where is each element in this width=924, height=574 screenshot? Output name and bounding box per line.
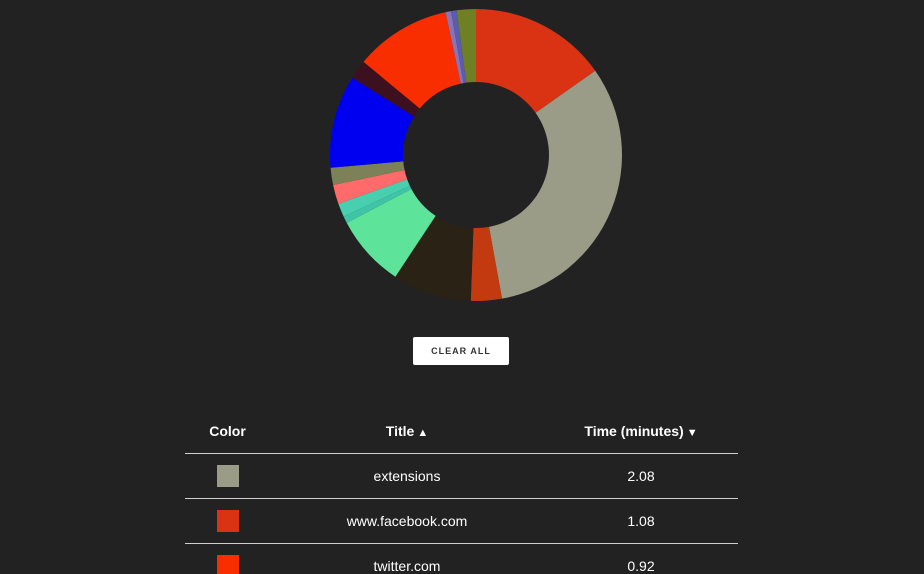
clear-all-button[interactable]: CLEAR ALL [413, 337, 509, 365]
title-cell: extensions [270, 453, 544, 499]
color-cell [185, 543, 270, 574]
time-cell: 0.92 [544, 543, 738, 574]
donut-chart [330, 9, 622, 301]
table-row: www.facebook.com 1.08 [185, 498, 738, 544]
donut-slice-12[interactable] [445, 11, 464, 84]
color-swatch [216, 465, 239, 487]
donut-slice-8[interactable] [330, 161, 405, 185]
donut-slice-2[interactable] [470, 226, 503, 301]
column-header-color-label: Color [209, 422, 246, 439]
donut-slice-9[interactable] [330, 77, 415, 168]
donut-slice-5[interactable] [343, 185, 412, 223]
column-header-title[interactable]: Title ▲ [270, 408, 544, 454]
time-cell: 1.08 [544, 498, 738, 544]
donut-slice-6[interactable] [338, 179, 410, 217]
title-cell: www.facebook.com [270, 498, 544, 544]
donut-slice-4[interactable] [346, 188, 436, 277]
donut-slice-3[interactable] [395, 215, 474, 301]
sort-ascending-icon: ▲ [417, 426, 429, 439]
donut-slice-1[interactable] [489, 70, 622, 299]
column-header-title-label: Title [385, 422, 415, 439]
time-cell: 2.08 [544, 453, 738, 499]
donut-slice-0[interactable] [476, 9, 596, 113]
color-swatch [216, 555, 239, 574]
column-header-time-label: Time (minutes) [584, 422, 684, 439]
column-header-color[interactable]: Color [185, 408, 270, 454]
donut-slice-13[interactable] [451, 10, 467, 84]
column-header-time[interactable]: Time (minutes) ▼ [544, 408, 738, 454]
color-cell [185, 453, 270, 499]
donut-slice-7[interactable] [333, 169, 408, 204]
color-cell [185, 498, 270, 544]
donut-slice-10[interactable] [352, 61, 420, 117]
table-header-row: Color Title ▲ Time (minutes) ▼ [185, 408, 738, 454]
title-cell: twitter.com [270, 543, 544, 574]
donut-slice-14[interactable] [456, 9, 476, 83]
sort-descending-icon: ▼ [686, 426, 698, 439]
table-row: extensions 2.08 [185, 453, 738, 499]
color-swatch [216, 510, 239, 532]
table-row: twitter.com 0.92 [185, 543, 738, 574]
donut-slice-11[interactable] [363, 12, 461, 109]
site-time-table: Color Title ▲ Time (minutes) ▼ extensions … [185, 408, 738, 574]
